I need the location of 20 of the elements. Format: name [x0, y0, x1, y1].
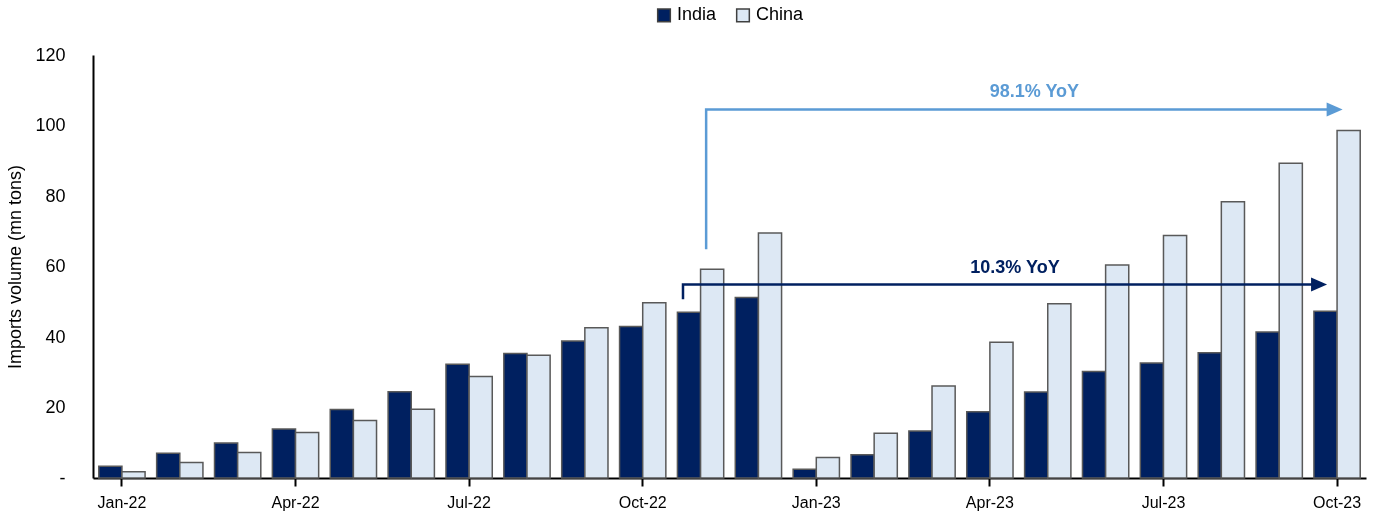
x-tick-label: Jan-23	[791, 493, 841, 511]
y-tick-label: 100	[35, 115, 66, 135]
y-tick-label: 40	[45, 326, 66, 347]
y-tick-label: -	[59, 467, 66, 488]
annotation: 98.1% YoY	[989, 81, 1080, 102]
x-tick-label: Oct-23	[1313, 493, 1362, 511]
y-tick-label: 80	[45, 185, 66, 206]
y-tick-label: 60	[45, 256, 66, 276]
annotation: 10.3% YoY	[970, 256, 1060, 277]
y-tick-label: 20	[45, 397, 66, 417]
x-tick-label: Jul-22	[447, 493, 491, 511]
x-tick-label: Apr-22	[271, 493, 320, 511]
y-axis-title: Imports volume (mn tons)	[5, 164, 26, 370]
legend-label: India	[677, 4, 718, 25]
x-tick-label: Jan-22	[97, 493, 147, 511]
y-tick-label: 120	[35, 44, 66, 65]
x-tick-label: Oct-22	[618, 493, 667, 511]
x-tick-label: Apr-23	[965, 493, 1014, 511]
x-tick-label: Jul-23	[1141, 493, 1186, 511]
legend-label: China	[756, 4, 805, 25]
